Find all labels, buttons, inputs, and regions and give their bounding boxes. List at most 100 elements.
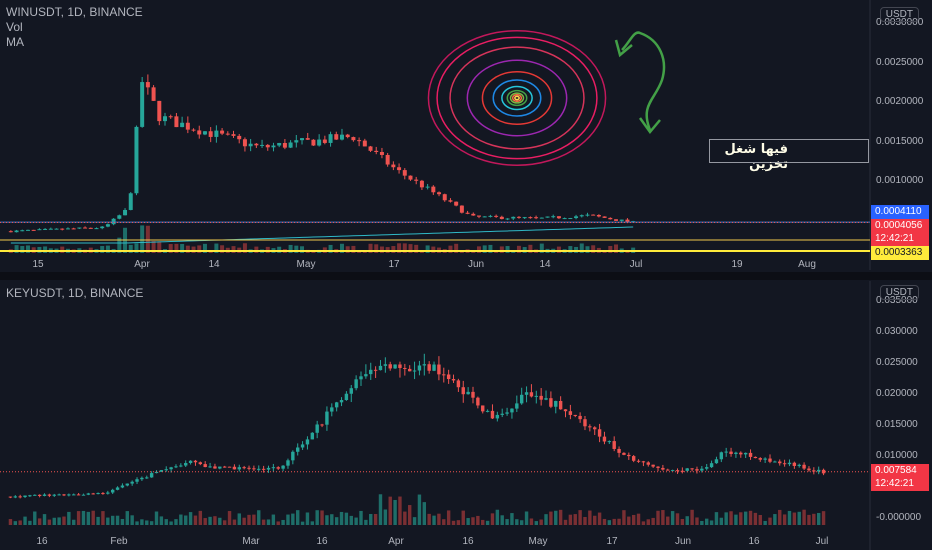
- volume-bar: [252, 514, 256, 525]
- volume-bar: [18, 520, 22, 525]
- candle-body: [81, 494, 86, 496]
- volume-bar: [96, 516, 100, 525]
- volume-bar: [578, 510, 582, 525]
- volume-bar: [510, 513, 514, 525]
- price-tag: 0.0004110: [871, 205, 929, 219]
- candle-body: [271, 145, 276, 148]
- winusdt-chart-svg[interactable]: 0.0030000 0.0025000 0.0020000 0.0015000 0.00…: [0, 0, 932, 270]
- candle-body: [431, 186, 436, 193]
- candle-body: [374, 150, 379, 152]
- volume-bar: [276, 521, 280, 525]
- volume-bar: [614, 244, 619, 253]
- volume-bar: [345, 246, 350, 253]
- volume-bar: [135, 521, 139, 525]
- volume-bar: [37, 518, 42, 525]
- text-annotation[interactable]: فيها شغل تخزين: [709, 139, 869, 172]
- keyusdt-chart-svg[interactable]: 0.035000 0.030000 0.025000 0.020000 0.015000…: [0, 281, 932, 550]
- candle-body: [505, 412, 509, 414]
- candle-body: [65, 228, 70, 230]
- volume-bar: [67, 511, 71, 525]
- chart-pane-winusdt[interactable]: 0.0030000 0.0025000 0.0020000 0.0015000 0.00…: [0, 0, 932, 270]
- candle-body: [583, 419, 587, 427]
- volume-bar: [76, 511, 81, 525]
- candle-body: [288, 142, 293, 148]
- volume-bar: [52, 517, 56, 525]
- volume-bar: [499, 246, 504, 253]
- volume-bar: [451, 520, 456, 525]
- candle-body: [86, 493, 91, 495]
- candle-body: [391, 164, 396, 168]
- candle-body: [334, 402, 339, 408]
- candle-body: [168, 116, 173, 118]
- volume-bar: [528, 244, 533, 253]
- volume-bar: [315, 510, 319, 525]
- x-tick-label: 16: [462, 536, 474, 547]
- candle-body: [821, 469, 826, 474]
- candle-body: [154, 471, 159, 474]
- volume-bar: [62, 516, 66, 525]
- candle-body: [242, 139, 247, 147]
- candle-body: [719, 452, 724, 460]
- volume-bar: [422, 502, 427, 525]
- volume-bar: [516, 245, 521, 253]
- candle-body: [42, 494, 47, 496]
- volume-bar: [232, 519, 237, 525]
- symbol-title[interactable]: KEYUSDT, 1D, BINANCE: [6, 286, 144, 300]
- volume-bar: [414, 244, 419, 253]
- y-tick-label: 0.0020000: [876, 96, 924, 107]
- volume-bar: [402, 243, 407, 253]
- spiral-drawing: [506, 89, 528, 107]
- candle-body: [188, 460, 193, 464]
- volume-bar: [300, 246, 305, 253]
- candle-body: [494, 215, 499, 217]
- volume-bar: [758, 514, 762, 525]
- pane-separator[interactable]: [0, 272, 932, 280]
- candle-body: [300, 444, 305, 448]
- volume-bar: [208, 516, 212, 525]
- volume-indicator-label[interactable]: Vol: [6, 20, 23, 34]
- volume-bar: [495, 509, 500, 525]
- volume-bar: [734, 514, 738, 525]
- volume-bar: [792, 512, 797, 525]
- ma-indicator-label[interactable]: MA: [6, 35, 24, 49]
- candle-body: [419, 180, 424, 188]
- x-tick-label: Jun: [675, 536, 691, 547]
- candle-body: [787, 462, 792, 465]
- candle-body: [174, 466, 178, 468]
- candle-body: [499, 216, 504, 220]
- volume-bar: [408, 244, 413, 253]
- volume-bar: [666, 516, 670, 525]
- chart-pane-keyusdt[interactable]: 0.035000 0.030000 0.025000 0.020000 0.015000…: [0, 281, 932, 550]
- price-tag: 0.0004056: [871, 219, 929, 233]
- volume-bar: [568, 514, 573, 525]
- candle-body: [179, 465, 183, 467]
- candle-body: [510, 408, 514, 413]
- candle-body: [100, 226, 105, 229]
- symbol-title[interactable]: WINUSDT, 1D, BINANCE: [6, 5, 143, 19]
- x-tick-label: 16: [36, 536, 48, 547]
- candle-body: [191, 129, 196, 131]
- question-mark-drawing: [638, 117, 661, 135]
- candle-body: [661, 467, 665, 470]
- currency-button[interactable]: USDT: [879, 285, 919, 300]
- candle-body: [322, 139, 327, 143]
- volume-bar: [294, 245, 299, 253]
- candle-body: [213, 466, 217, 469]
- candle-body: [117, 215, 122, 219]
- candle-body: [197, 130, 202, 135]
- y-tick-label: 0.030000: [876, 326, 918, 337]
- candle-body: [345, 134, 350, 138]
- candle-body: [364, 374, 368, 377]
- y-tick-label: 0.010000: [876, 450, 918, 461]
- volume-bar: [14, 245, 19, 253]
- volume-bar: [72, 519, 76, 525]
- price-tag: 0.0003363: [871, 246, 929, 260]
- candle-body: [425, 186, 430, 188]
- candle-body: [466, 391, 470, 395]
- volume-bar: [393, 499, 397, 525]
- candle-body: [311, 139, 316, 146]
- currency-button[interactable]: USDT: [879, 7, 919, 22]
- candle-body: [310, 432, 315, 440]
- volume-bar: [105, 245, 110, 253]
- x-tick-label: 14: [539, 259, 551, 270]
